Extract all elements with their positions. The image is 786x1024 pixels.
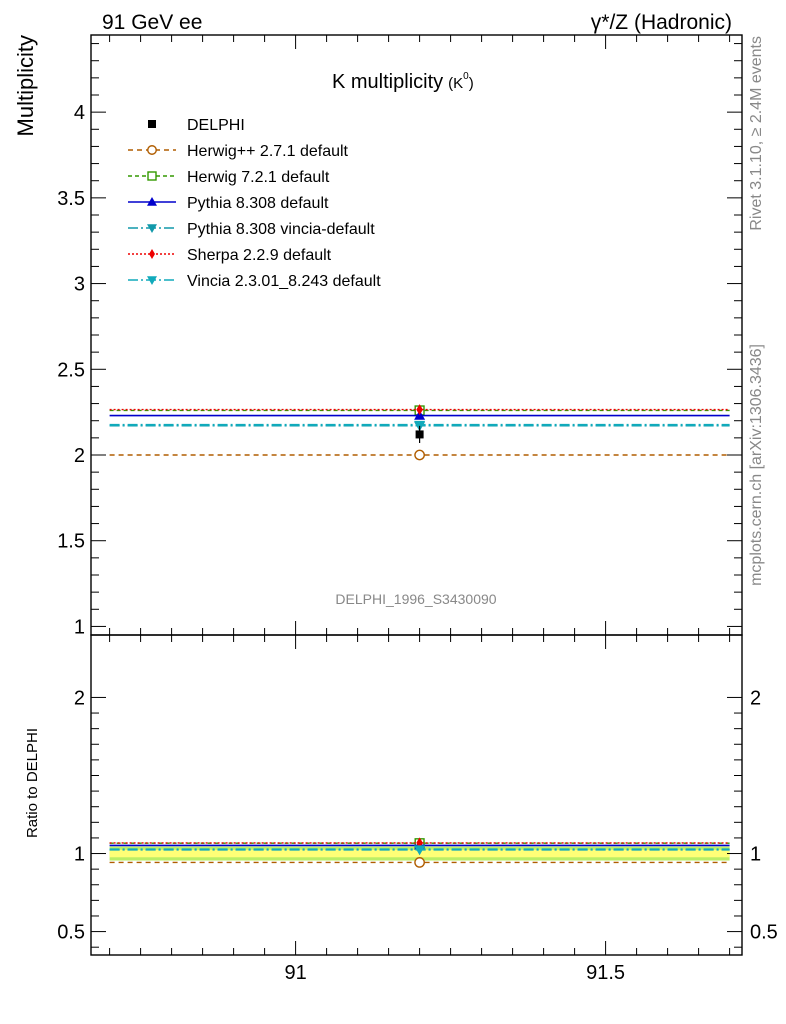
rivet-label: Rivet 3.1.10, ≥ 2.4M events bbox=[748, 36, 765, 231]
ratio-panel: 0.5 0.5 1 1 2 2 91 91.5 bbox=[57, 634, 778, 984]
legend: DELPHI Herwig++ 2.7.1 default Herwig 7.2.1… bbox=[128, 117, 381, 290]
header-right: γ*/Z (Hadronic) bbox=[591, 11, 732, 34]
legend-label-3: Pythia 8.308 default bbox=[187, 195, 329, 212]
y-tick-label: 2.5 bbox=[57, 359, 85, 381]
y-tick-label: 1 bbox=[74, 616, 85, 638]
ratio-axis-label: Ratio to DELPHI bbox=[24, 728, 41, 838]
y-tick-label: 3.5 bbox=[57, 188, 85, 210]
header-left: 91 GeV ee bbox=[102, 11, 202, 34]
plot-title-close: ) bbox=[469, 75, 474, 92]
data-point bbox=[415, 430, 424, 439]
legend-label-1: Herwig++ 2.7.1 default bbox=[187, 143, 349, 160]
ratio-frame bbox=[90, 634, 743, 956]
y-tick-label: 3 bbox=[74, 274, 85, 296]
ratio-tick-label: 0.5 bbox=[57, 922, 85, 944]
mcplots-label: mcplots.cern.ch [arXiv:1306.3436] bbox=[748, 344, 765, 586]
legend-marker-5 bbox=[149, 249, 155, 259]
y-tick-label: 4 bbox=[74, 102, 85, 124]
ratio-tick-label-right: 1 bbox=[750, 844, 761, 866]
y-tick-label: 1.5 bbox=[57, 531, 85, 553]
ratio-marker-0 bbox=[414, 857, 425, 868]
legend-label-2: Herwig 7.2.1 default bbox=[187, 169, 330, 186]
legend-label-4: Pythia 8.308 vincia-default bbox=[187, 221, 375, 238]
analysis-id: DELPHI_1996_S3430090 bbox=[335, 591, 496, 607]
legend-marker-4 bbox=[147, 224, 157, 233]
legend-marker-2 bbox=[147, 171, 157, 181]
legend-marker-6 bbox=[147, 276, 157, 285]
x-tick-label: 91 bbox=[284, 962, 306, 984]
plot-title: K multiplicity (K0) bbox=[332, 71, 474, 93]
legend-marker-0 bbox=[148, 120, 156, 128]
legend-marker-3 bbox=[147, 197, 157, 206]
series-marker-4 bbox=[416, 404, 423, 416]
main-panel: 1 1.5 2 2.5 3 3.5 4 bbox=[57, 34, 743, 638]
y-axis-label: Multiplicity bbox=[13, 35, 38, 136]
legend-label-0: DELPHI bbox=[187, 117, 245, 134]
ratio-tick-label: 1 bbox=[74, 844, 85, 866]
series-marker-5 bbox=[414, 420, 426, 431]
x-tick-label: 91.5 bbox=[586, 962, 625, 984]
legend-marker-1 bbox=[147, 145, 157, 155]
legend-label-6: Vincia 2.3.01_8.243 default bbox=[187, 273, 381, 290]
ratio-tick-label: 2 bbox=[74, 687, 85, 709]
y-tick-label: 2 bbox=[74, 445, 85, 467]
ratio-marker-5 bbox=[414, 845, 426, 855]
plot-title-sub: (K bbox=[448, 75, 463, 92]
series-marker-0 bbox=[414, 449, 425, 461]
ratio-tick-label-right: 0.5 bbox=[750, 922, 778, 944]
ratio-tick-label-right: 2 bbox=[750, 687, 761, 709]
plot-title-sup: 0 bbox=[463, 71, 469, 82]
legend-label-5: Sherpa 2.2.9 default bbox=[187, 247, 332, 264]
plot-title-main: K multiplicity bbox=[332, 71, 443, 93]
